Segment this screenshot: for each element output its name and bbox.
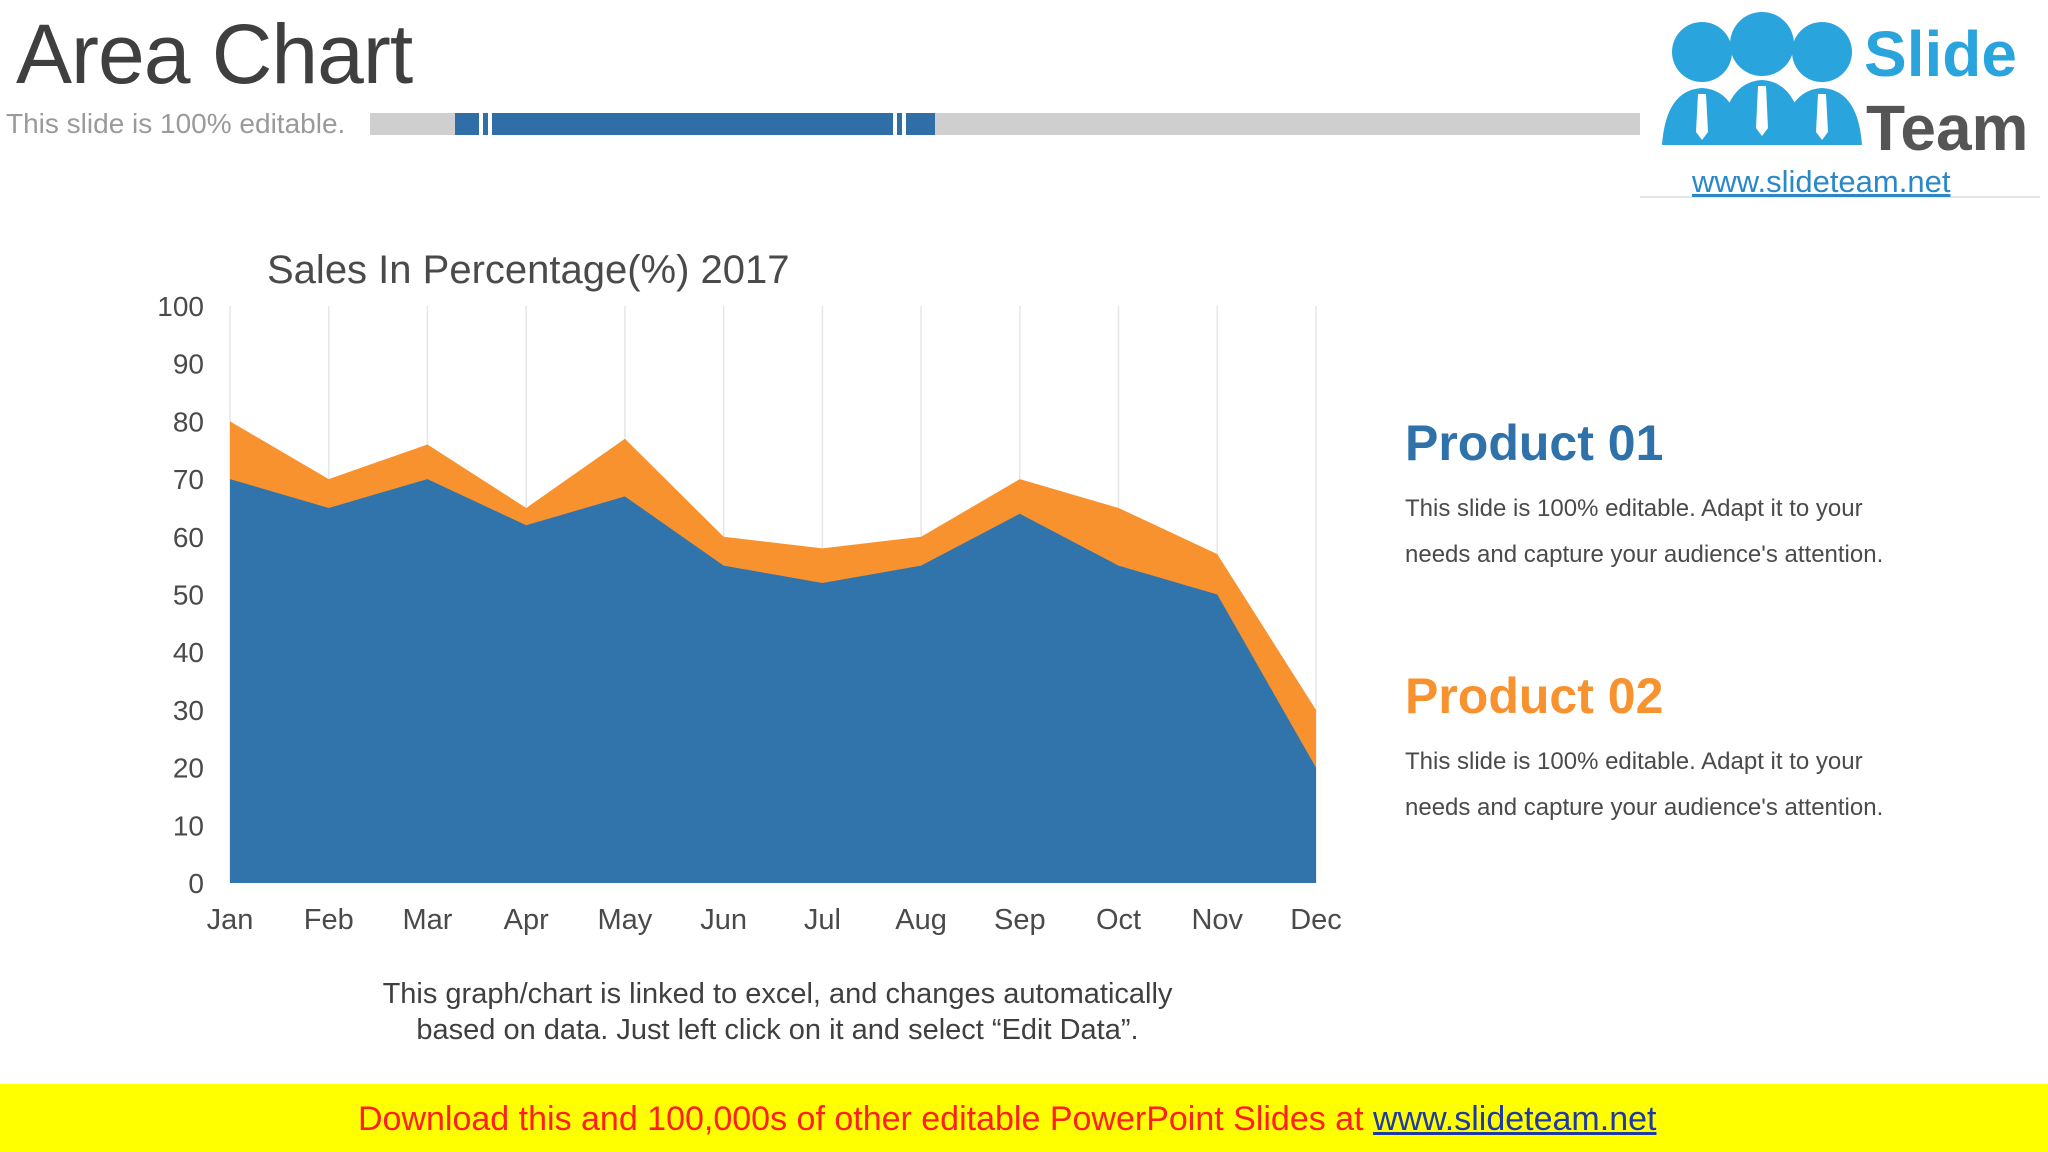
y-tick-label: 70 bbox=[173, 464, 204, 495]
x-tick-label: Dec bbox=[1290, 904, 1342, 936]
x-tick-label: Apr bbox=[504, 904, 549, 936]
team-people-icon bbox=[1662, 12, 1862, 145]
y-tick-label: 10 bbox=[173, 810, 204, 841]
x-tick-label: Aug bbox=[895, 904, 947, 936]
x-tick-label: Nov bbox=[1191, 904, 1243, 936]
y-tick-label: 50 bbox=[173, 580, 204, 611]
y-tick-label: 20 bbox=[173, 753, 204, 784]
chart-note-line: This graph/chart is linked to excel, and… bbox=[382, 978, 1173, 1010]
slideteam-logo[interactable]: Slide Team www.slideteam.net bbox=[1640, 0, 2040, 199]
download-banner: Download this and 100,000s of other edit… bbox=[0, 1084, 2048, 1152]
product-01-desc-line: This slide is 100% editable. Adapt it to… bbox=[1405, 495, 1863, 522]
header-accent-bar bbox=[455, 113, 935, 135]
y-tick-label: 80 bbox=[173, 406, 204, 437]
x-tick-label: Mar bbox=[402, 904, 452, 936]
product-02-description: This slide is 100% editable. Adapt it to… bbox=[1405, 739, 1965, 831]
y-tick-label: 40 bbox=[173, 637, 204, 668]
y-tick-label: 60 bbox=[173, 522, 204, 553]
x-tick-label: Jun bbox=[700, 904, 747, 936]
chart-title: Sales In Percentage(%) 2017 bbox=[267, 248, 790, 292]
logo-word-slide: Slide bbox=[1864, 18, 2017, 90]
accent-notch bbox=[488, 113, 492, 135]
product-02-title: Product 02 bbox=[1405, 668, 1664, 724]
y-tick-label: 0 bbox=[188, 868, 204, 899]
logo-word-team: Team bbox=[1866, 92, 2029, 164]
area-series-product-01[interactable] bbox=[230, 479, 1316, 883]
accent-notch bbox=[479, 113, 483, 135]
x-tick-label: Jul bbox=[804, 904, 841, 936]
x-tick-label: Feb bbox=[304, 904, 354, 936]
x-tick-label: May bbox=[598, 904, 653, 936]
slide-title: Area Chart bbox=[16, 7, 413, 101]
accent-notch bbox=[893, 113, 897, 135]
area-chart[interactable]: Sales In Percentage(%) 2017 0 10 20 30 40 50 6… bbox=[0, 0, 2048, 1000]
chart-note-line: based on data. Just left click on it and… bbox=[416, 1014, 1139, 1046]
product-02-desc-line: needs and capture your audience's attent… bbox=[1405, 794, 1884, 821]
y-tick-label: 30 bbox=[173, 695, 204, 726]
slide-subtitle: This slide is 100% editable. bbox=[6, 108, 346, 139]
chart-note: This graph/chart is linked to excel, and… bbox=[290, 976, 1265, 1048]
download-banner-link[interactable]: www.slideteam.net bbox=[1373, 1100, 1657, 1138]
y-tick-label: 100 bbox=[157, 291, 204, 322]
x-tick-label: Oct bbox=[1096, 904, 1141, 936]
accent-notch bbox=[902, 113, 906, 135]
download-banner-text: Download this and 100,000s of other edit… bbox=[358, 1100, 1656, 1139]
logo-url-link[interactable]: www.slideteam.net bbox=[1692, 164, 1951, 199]
product-01-description: This slide is 100% editable. Adapt it to… bbox=[1405, 486, 1965, 578]
y-tick-label: 90 bbox=[173, 349, 204, 380]
product-01-title: Product 01 bbox=[1405, 415, 1664, 471]
x-tick-label: Jan bbox=[207, 904, 254, 936]
product-02-desc-line: This slide is 100% editable. Adapt it to… bbox=[1405, 748, 1863, 775]
download-banner-message: Download this and 100,000s of other edit… bbox=[358, 1100, 1373, 1138]
product-01-desc-line: needs and capture your audience's attent… bbox=[1405, 541, 1884, 568]
x-tick-label: Sep bbox=[994, 904, 1046, 936]
